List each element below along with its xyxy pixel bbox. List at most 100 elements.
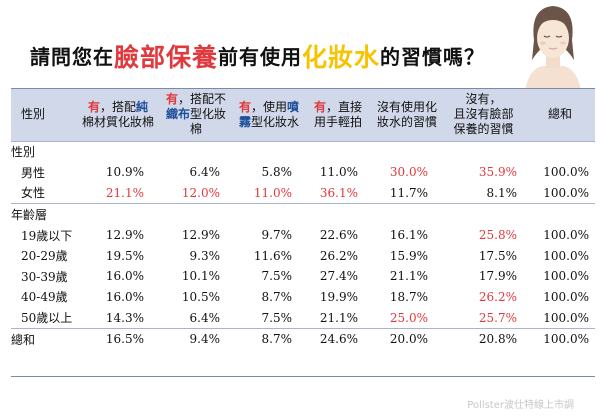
table-cell: 9.4%	[158, 327, 234, 350]
row-label: 女性	[21, 186, 46, 201]
table-cell: 100.0%	[543, 185, 589, 200]
table-cell: 30.0%	[389, 165, 428, 180]
header-no-skincare: 沒有， 且沒有臉部 保養的習慣	[453, 92, 514, 137]
table-cell: 9.7%	[261, 228, 293, 243]
table-cell: 26.2%	[319, 248, 358, 263]
table-cell: 21.1%	[389, 269, 428, 284]
woman-face-illustration	[525, 6, 581, 92]
table-cell	[442, 140, 525, 163]
row-label: 男性	[21, 165, 46, 180]
table-cell: 19.5%	[105, 248, 144, 263]
table-cell: 25.8%	[478, 228, 517, 243]
table-cell	[158, 140, 234, 163]
table-cell: 15.9%	[389, 248, 428, 263]
row-label: 總和	[11, 327, 78, 350]
table-cell: 7.5%	[261, 310, 293, 325]
header-no-toner: 沒有使用化 妝水的習慣	[376, 99, 437, 129]
title-text-3: 的習慣嗎？	[380, 45, 486, 69]
table-cell: 26.2%	[478, 289, 517, 304]
table-cell: 16.0%	[105, 289, 144, 304]
table-cell	[304, 203, 372, 225]
table-cell	[78, 203, 158, 225]
table-cell: 24.6%	[304, 327, 372, 350]
table-cell	[234, 140, 304, 163]
table-row: 50歲以上 14.3% 6.4% 7.5% 21.1% 25.0% 25.7% 100.0%	[11, 307, 595, 328]
table-cell: 10.9%	[105, 165, 144, 180]
table-cell: 12.9%	[181, 228, 220, 243]
table-cell: 11.0%	[319, 165, 358, 180]
table-row: 女性 21.1% 12.0% 11.0% 36.1% 11.7% 8.1% 100.0%	[11, 183, 595, 204]
header-total: 總和	[547, 107, 572, 122]
table-cell: 17.5%	[478, 248, 517, 263]
table-cell: 17.9%	[478, 269, 517, 284]
table-cell: 18.7%	[389, 289, 428, 304]
row-label: 19歲以下	[21, 228, 73, 243]
table-cell	[158, 203, 234, 225]
row-label: 40-49歲	[21, 290, 68, 305]
row-label: 30-39歲	[21, 269, 68, 284]
table-section-row: 性別	[11, 140, 595, 163]
page-title: 請問您在臉部保養前有使用化妝水的習慣嗎？	[30, 38, 485, 74]
table-row: 30-39歲 16.0% 10.1% 7.5% 27.4% 21.1% 17.9% 100.0…	[11, 266, 595, 287]
row-label: 50歲以上	[21, 311, 73, 326]
table-cell: 36.1%	[319, 185, 358, 200]
survey-results-table: 性別 有，搭配純 棉材質化妝棉 有，搭配不 織布型化妝棉 有，使用噴 霧型化妝水…	[11, 89, 595, 350]
table-cell: 12.9%	[105, 228, 144, 243]
table-cell: 14.3%	[105, 310, 144, 325]
table-cell: 11.6%	[253, 248, 292, 263]
table-cell	[525, 140, 595, 163]
table-cell	[442, 203, 525, 225]
row-label: 20-29歲	[21, 249, 68, 264]
title-highlight-face-care: 臉部保養	[114, 43, 219, 72]
table-cell: 10.1%	[181, 269, 220, 284]
table-header-row: 性別 有，搭配純 棉材質化妝棉 有，搭配不 織布型化妝棉 有，使用噴 霧型化妝水…	[11, 89, 595, 141]
table-section-row: 總和 16.5% 9.4% 8.7% 24.6% 20.0% 20.8% 100.0%	[11, 327, 595, 350]
table-cell	[372, 203, 442, 225]
table-cell: 20.0%	[372, 327, 442, 350]
table-cell: 9.3%	[189, 248, 221, 263]
table-cell	[234, 203, 304, 225]
row-label: 年齡層	[11, 203, 78, 225]
table-cell: 21.1%	[105, 185, 144, 200]
table-section-row: 年齡層	[11, 203, 595, 225]
table-top-rule	[11, 88, 595, 89]
table-cell: 22.6%	[319, 228, 358, 243]
table-cell: 19.9%	[319, 289, 358, 304]
table-cell: 25.0%	[389, 310, 428, 325]
table-cell: 100.0%	[543, 248, 589, 263]
table-cell: 25.7%	[478, 310, 517, 325]
table-cell: 6.4%	[189, 165, 221, 180]
table-cell: 10.5%	[181, 289, 220, 304]
table-cell	[78, 140, 158, 163]
table-cell: 100.0%	[525, 327, 595, 350]
header-nonwoven-pad: 有，搭配不 織布型化妝棉	[165, 92, 227, 137]
table-cell: 6.4%	[189, 310, 221, 325]
table-cell: 8.7%	[261, 289, 293, 304]
row-label: 性別	[11, 140, 78, 163]
table-row: 40-49歲 16.0% 10.5% 8.7% 19.9% 18.7% 26.2% 100.0…	[11, 287, 595, 308]
header-spray-toner: 有，使用噴 霧型化妝水	[238, 99, 300, 129]
header-hand-pat: 有，直接 用手輕拍	[313, 99, 363, 129]
table-cell: 11.0%	[253, 185, 292, 200]
title-text-1: 請問您在	[30, 45, 114, 69]
table-bottom-rule	[11, 376, 595, 377]
table-cell: 100.0%	[543, 310, 589, 325]
table-row: 男性 10.9% 6.4% 5.8% 11.0% 30.0% 35.9% 100.0%	[11, 162, 595, 183]
table-cell: 20.8%	[442, 327, 525, 350]
table-cell	[304, 140, 372, 163]
table-cell: 16.5%	[78, 327, 158, 350]
pollster-watermark: Pollster波仕特線上市調	[467, 400, 574, 411]
table-cell: 100.0%	[543, 289, 589, 304]
table-cell: 11.7%	[389, 185, 428, 200]
title-highlight-toner: 化妝水	[302, 43, 381, 72]
table-cell: 16.1%	[389, 228, 428, 243]
table-cell: 5.8%	[261, 165, 293, 180]
table-row: 19歲以下 12.9% 12.9% 9.7% 22.6% 16.1% 25.8% 100.0%	[11, 225, 595, 246]
header-label-col: 性別	[21, 107, 46, 122]
table-cell	[372, 140, 442, 163]
header-cotton-pad: 有，搭配純 棉材質化妝棉	[81, 99, 154, 129]
table-cell: 21.1%	[319, 310, 358, 325]
table-cell: 100.0%	[543, 269, 589, 284]
table-cell: 8.7%	[234, 327, 304, 350]
table-cell: 100.0%	[543, 165, 589, 180]
